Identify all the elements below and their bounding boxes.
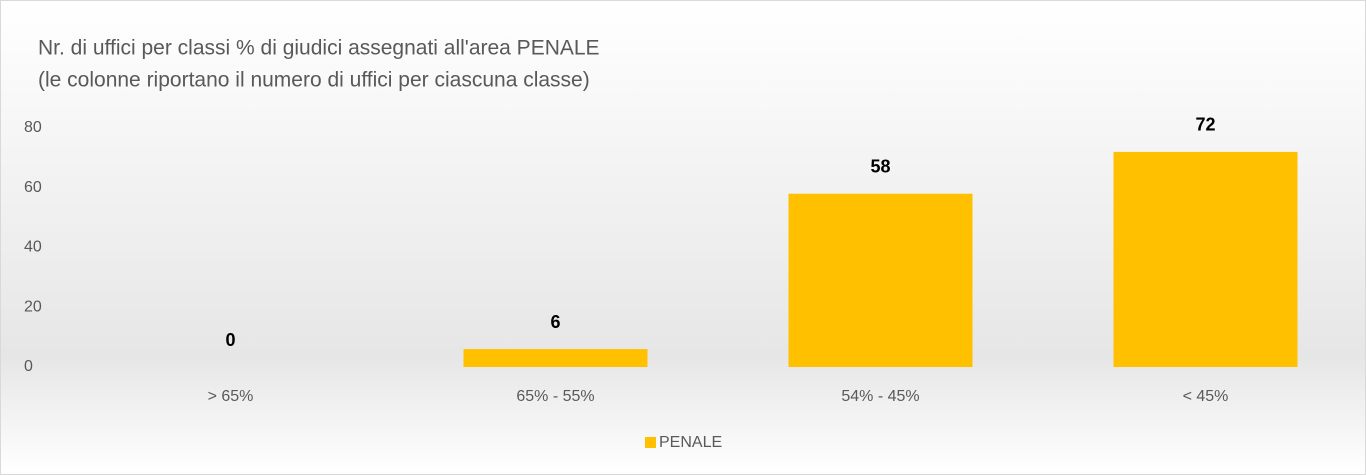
- data-label: 6: [550, 312, 560, 332]
- legend-label: PENALE: [659, 434, 722, 451]
- x-tick-label: < 45%: [1183, 388, 1229, 405]
- x-tick-label: 54% - 45%: [841, 388, 919, 405]
- y-tick-label: 20: [24, 298, 42, 315]
- data-label: 58: [870, 156, 890, 176]
- data-label: 0: [225, 330, 235, 350]
- y-tick-label: 60: [24, 179, 42, 196]
- x-tick-label: 65% - 55%: [516, 388, 594, 405]
- y-tick-label: 0: [24, 358, 33, 375]
- data-label: 72: [1195, 115, 1215, 135]
- bar: [463, 349, 648, 367]
- chart-title: Nr. di uffici per classi % di giudici as…: [38, 37, 600, 60]
- y-tick-label: 80: [24, 119, 42, 136]
- y-tick-label: 40: [24, 239, 42, 256]
- bar: [1113, 151, 1298, 367]
- bar: [788, 193, 973, 367]
- x-tick-label: > 65%: [208, 388, 254, 405]
- legend-swatch: [645, 437, 656, 448]
- chart-subtitle: (le colonne riportano il numero di uffic…: [38, 69, 590, 92]
